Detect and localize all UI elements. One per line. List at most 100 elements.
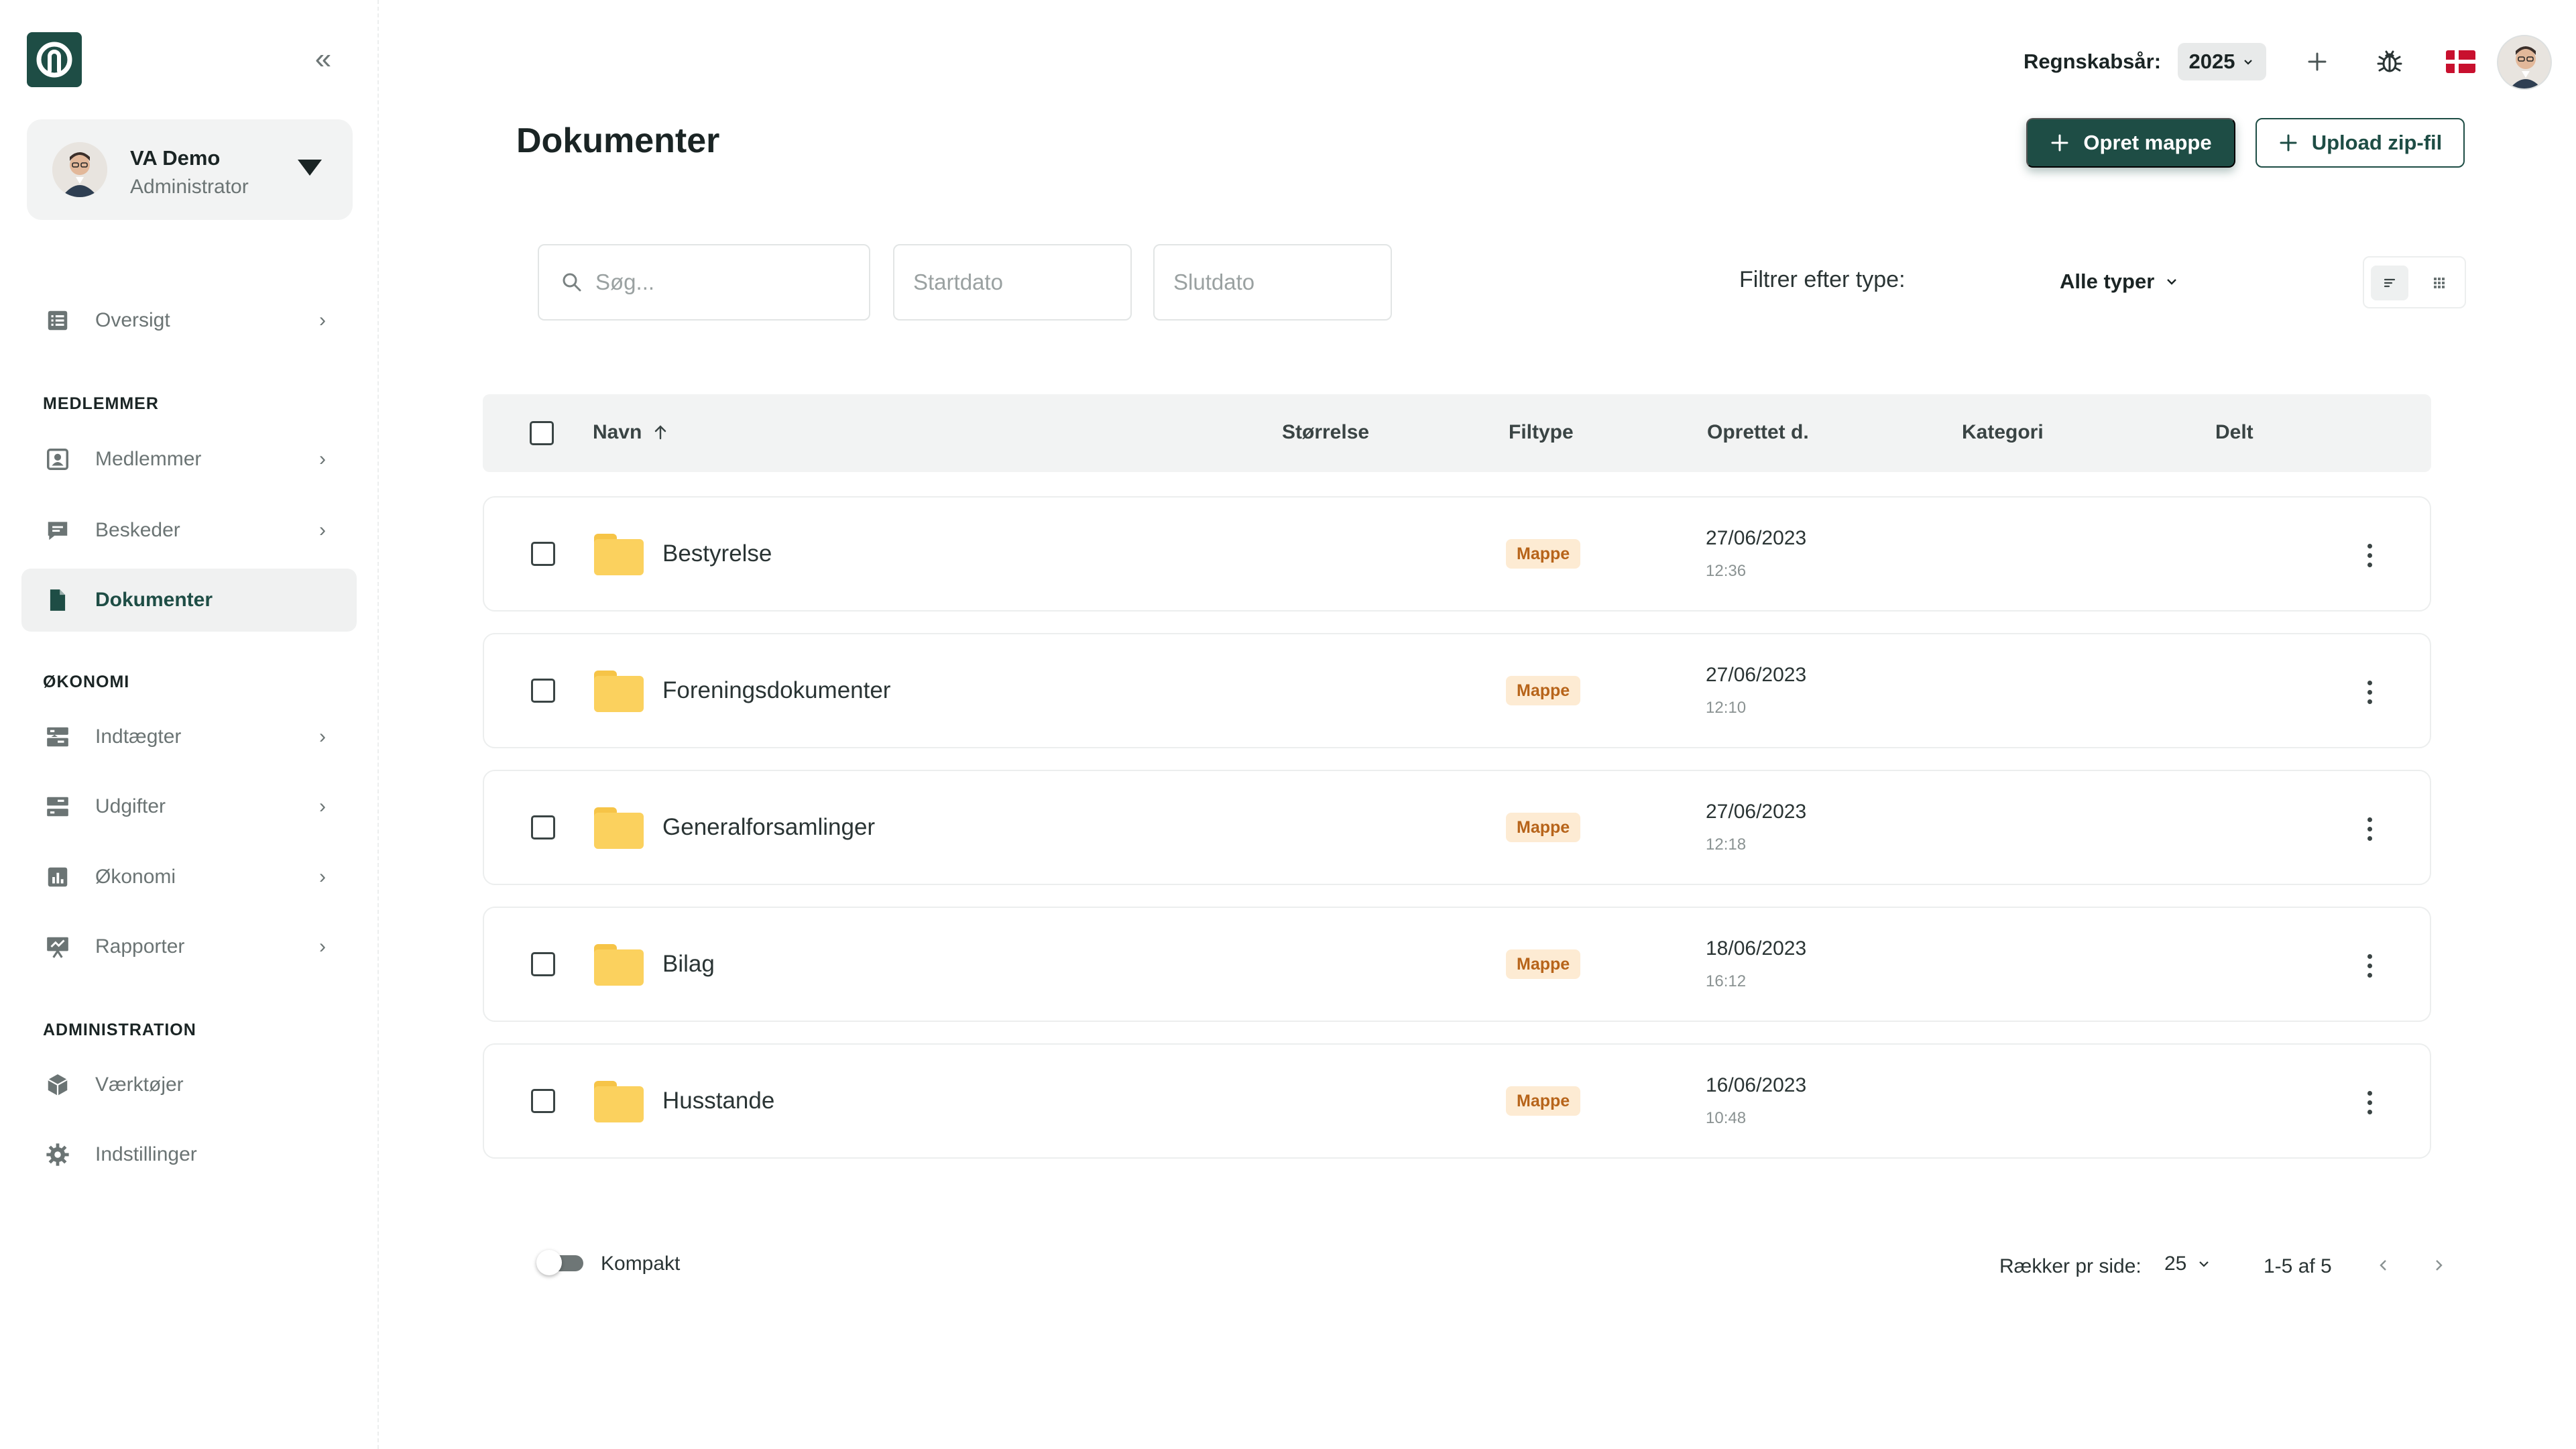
section-label-economy: ØKONOMI [43,673,130,691]
row-menu-icon[interactable] [2351,1082,2388,1122]
rows-per-page-select[interactable]: 25 [2164,1253,2212,1275]
list-view-icon[interactable] [2371,266,2408,300]
pagination-range: 1-5 af 5 [2264,1255,2332,1277]
sidebar-item-label: Økonomi [95,866,176,888]
caret-down-icon [298,160,322,176]
sidebar-item-label: Værktøjer [95,1074,184,1096]
sidebar-item-oversigt[interactable]: Oversigt › [21,289,357,352]
sidebar-item-okonomi[interactable]: Økonomi › [21,846,357,909]
row-checkbox[interactable] [531,815,555,839]
row-name: Bilag [662,951,715,977]
row-created-time: 10:48 [1706,1109,1747,1127]
filetype-badge: Mappe [1506,676,1581,705]
profile-avatar[interactable] [2497,35,2552,90]
section-label-members: MEDLEMMER [43,394,159,413]
presentation-icon [44,933,71,960]
folder-icon [594,1081,644,1122]
row-created-date: 27/06/2023 [1706,801,1807,823]
row-created-date: 18/06/2023 [1706,937,1807,960]
section-label-admin: ADMINISTRATION [43,1021,196,1039]
collapse-sidebar-icon[interactable]: « [314,42,332,75]
row-menu-icon[interactable] [2351,672,2388,712]
table-row[interactable]: Bilag Mappe 18/06/2023 16:12 [483,907,2431,1022]
cube-icon [44,1071,71,1098]
danish-flag-icon[interactable] [2442,43,2479,80]
view-toggle [2363,256,2466,308]
table-row[interactable]: Bestyrelse Mappe 27/06/2023 12:36 [483,496,2431,612]
previous-page-icon[interactable] [2367,1249,2400,1282]
sidebar-item-indtaegter[interactable]: Indtægter › [21,705,357,768]
column-header-size[interactable]: Størrelse [1282,421,1370,443]
column-header-filetype[interactable]: Filtype [1509,421,1574,443]
select-all-checkbox[interactable] [530,421,554,445]
add-icon[interactable] [2298,43,2336,80]
user-name: VA Demo [130,146,221,170]
table-row[interactable]: Foreningsdokumenter Mappe 27/06/2023 12:… [483,633,2431,748]
chevron-down-icon [2167,279,2177,285]
column-header-category[interactable]: Kategori [1962,421,2044,443]
create-folder-label: Opret mappe [2083,131,2212,154]
row-created-date: 16/06/2023 [1706,1074,1807,1096]
next-page-icon[interactable] [2422,1249,2455,1282]
sidebar-item-dokumenter[interactable]: Dokumenter [21,569,357,632]
row-checkbox[interactable] [531,542,555,566]
row-name: Foreningsdokumenter [662,677,891,703]
folder-icon [594,944,644,986]
row-checkbox[interactable] [531,679,555,703]
column-header-name[interactable]: Navn [593,421,670,444]
table-row[interactable]: Generalforsamlinger Mappe 27/06/2023 12:… [483,770,2431,885]
plus-icon [2280,134,2297,152]
member-icon [44,446,71,473]
row-menu-icon[interactable] [2351,945,2388,986]
chevron-right-icon: › [319,935,326,958]
end-date-placeholder: Slutdato [1173,270,1255,294]
sidebar-item-label: Dokumenter [95,589,213,611]
sidebar-item-udgifter[interactable]: Udgifter › [21,775,357,838]
row-menu-icon[interactable] [2351,535,2388,575]
search-input[interactable]: Søg... [538,244,870,321]
folder-icon [594,534,644,575]
row-created-time: 16:12 [1706,972,1747,990]
app-logo[interactable] [27,32,82,87]
filter-type-select[interactable]: Alle typer [2060,270,2180,294]
row-created-date: 27/06/2023 [1706,527,1807,549]
column-header-created[interactable]: Oprettet d. [1707,421,1809,443]
row-menu-icon[interactable] [2351,809,2388,849]
start-date-input[interactable]: Startdato [893,244,1132,321]
folder-icon [594,807,644,849]
rows-per-page-value: 25 [2164,1253,2187,1275]
table-row[interactable]: Husstande Mappe 16/06/2023 10:48 [483,1043,2431,1159]
row-checkbox[interactable] [531,952,555,976]
table-header: Navn Størrelse Filtype Oprettet d. Kateg… [483,394,2431,472]
sidebar-item-rapporter[interactable]: Rapporter › [21,915,357,978]
message-icon [44,517,71,544]
fiscal-year-select[interactable]: 2025 [2178,43,2266,80]
sidebar-item-indstillinger[interactable]: Indstillinger [21,1123,357,1186]
upload-zip-button[interactable]: Upload zip-fil [2256,118,2465,168]
compact-toggle[interactable] [536,1250,585,1275]
chevron-right-icon: › [319,309,326,331]
sort-ascending-icon [655,425,666,440]
row-name: Bestyrelse [662,540,772,567]
bug-report-icon[interactable] [2371,43,2408,80]
plus-icon [2051,134,2068,152]
filetype-badge: Mappe [1506,1086,1581,1116]
sidebar-item-beskeder[interactable]: Beskeder › [21,499,357,562]
fiscal-year-value: 2025 [2188,50,2235,73]
end-date-input[interactable]: Slutdato [1153,244,1392,321]
chevron-right-icon: › [319,448,326,470]
column-header-shared[interactable]: Delt [2215,421,2253,443]
sidebar-item-medlemmer[interactable]: Medlemmer › [21,428,357,491]
sidebar-item-label: Rapporter [95,935,185,958]
grid-view-icon[interactable] [2420,266,2458,300]
search-icon [563,273,581,292]
compact-label: Kompakt [601,1253,681,1275]
filetype-badge: Mappe [1506,539,1581,569]
user-role: Administrator [130,176,249,198]
user-switcher[interactable]: VA Demo Administrator [27,119,353,220]
create-folder-button[interactable]: Opret mappe [2026,118,2235,168]
chevron-right-icon: › [319,795,326,817]
sidebar-item-vaerktoejer[interactable]: Værktøjer [21,1053,357,1116]
row-checkbox[interactable] [531,1089,555,1113]
chevron-down-icon [2199,1261,2209,1267]
